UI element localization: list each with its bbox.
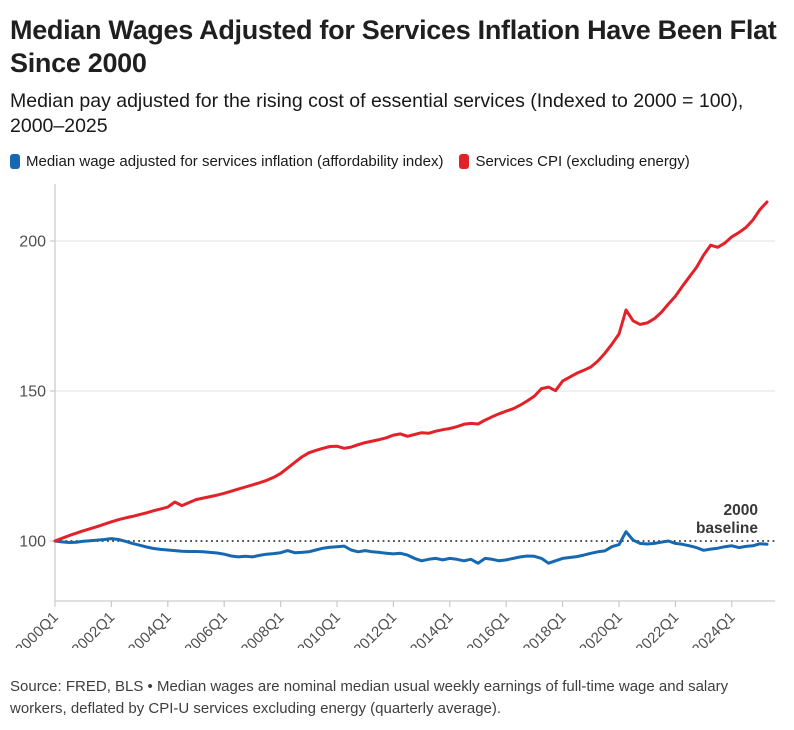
y-tick-label: 100	[19, 533, 46, 550]
series-line-cpi	[53, 200, 769, 543]
x-tick-label: 2010Q1	[294, 608, 344, 647]
x-tick-label: 2000Q1	[12, 608, 62, 647]
legend-label-cpi: Services CPI (excluding energy)	[475, 152, 690, 170]
legend-swatch-red	[459, 153, 470, 169]
legend-item-cpi: Services CPI (excluding energy)	[459, 152, 690, 170]
source-note: Source: FRED, BLS • Median wages are nom…	[10, 677, 729, 718]
x-tick-label: 2008Q1	[238, 608, 288, 647]
x-tick-label: 2014Q1	[407, 608, 457, 647]
y-tick-label: 200	[19, 233, 46, 250]
legend-item-wages: Median wage adjusted for services inflat…	[10, 153, 443, 170]
x-tick-label: 2024Q1	[689, 608, 739, 647]
page-title: Median Wages Adjusted for Services Infla…	[10, 15, 777, 78]
chart-subtitle: Median pay adjusted for the rising cost …	[10, 89, 744, 138]
x-tick-label: 2020Q1	[576, 608, 626, 647]
x-tick-label: 2002Q1	[68, 608, 118, 647]
baseline-annotation-line2: baseline	[695, 519, 758, 537]
x-tick-label: 2022Q1	[632, 608, 682, 647]
series-line-wages	[53, 529, 769, 565]
baseline-annotation-line1: 2000	[723, 501, 758, 519]
baseline-annotation: 2000 baseline	[696, 502, 758, 539]
x-tick-label: 2018Q1	[520, 608, 570, 647]
x-tick-label: 2004Q1	[125, 608, 175, 647]
x-tick-label: 2006Q1	[181, 608, 231, 647]
legend: Median wage adjusted for services inflat…	[10, 153, 784, 170]
legend-swatch-blue	[10, 153, 20, 169]
chart-area: 100 150 200 2000Q1 2002Q1 2004Q1 2006Q1 2008Q1 2…	[0, 174, 784, 648]
y-tick-label: 150	[19, 383, 46, 400]
legend-label-wages: Median wage adjusted for services inflat…	[26, 152, 444, 170]
x-tick-label: 2012Q1	[350, 608, 400, 647]
x-tick-label: 2016Q1	[463, 608, 513, 647]
